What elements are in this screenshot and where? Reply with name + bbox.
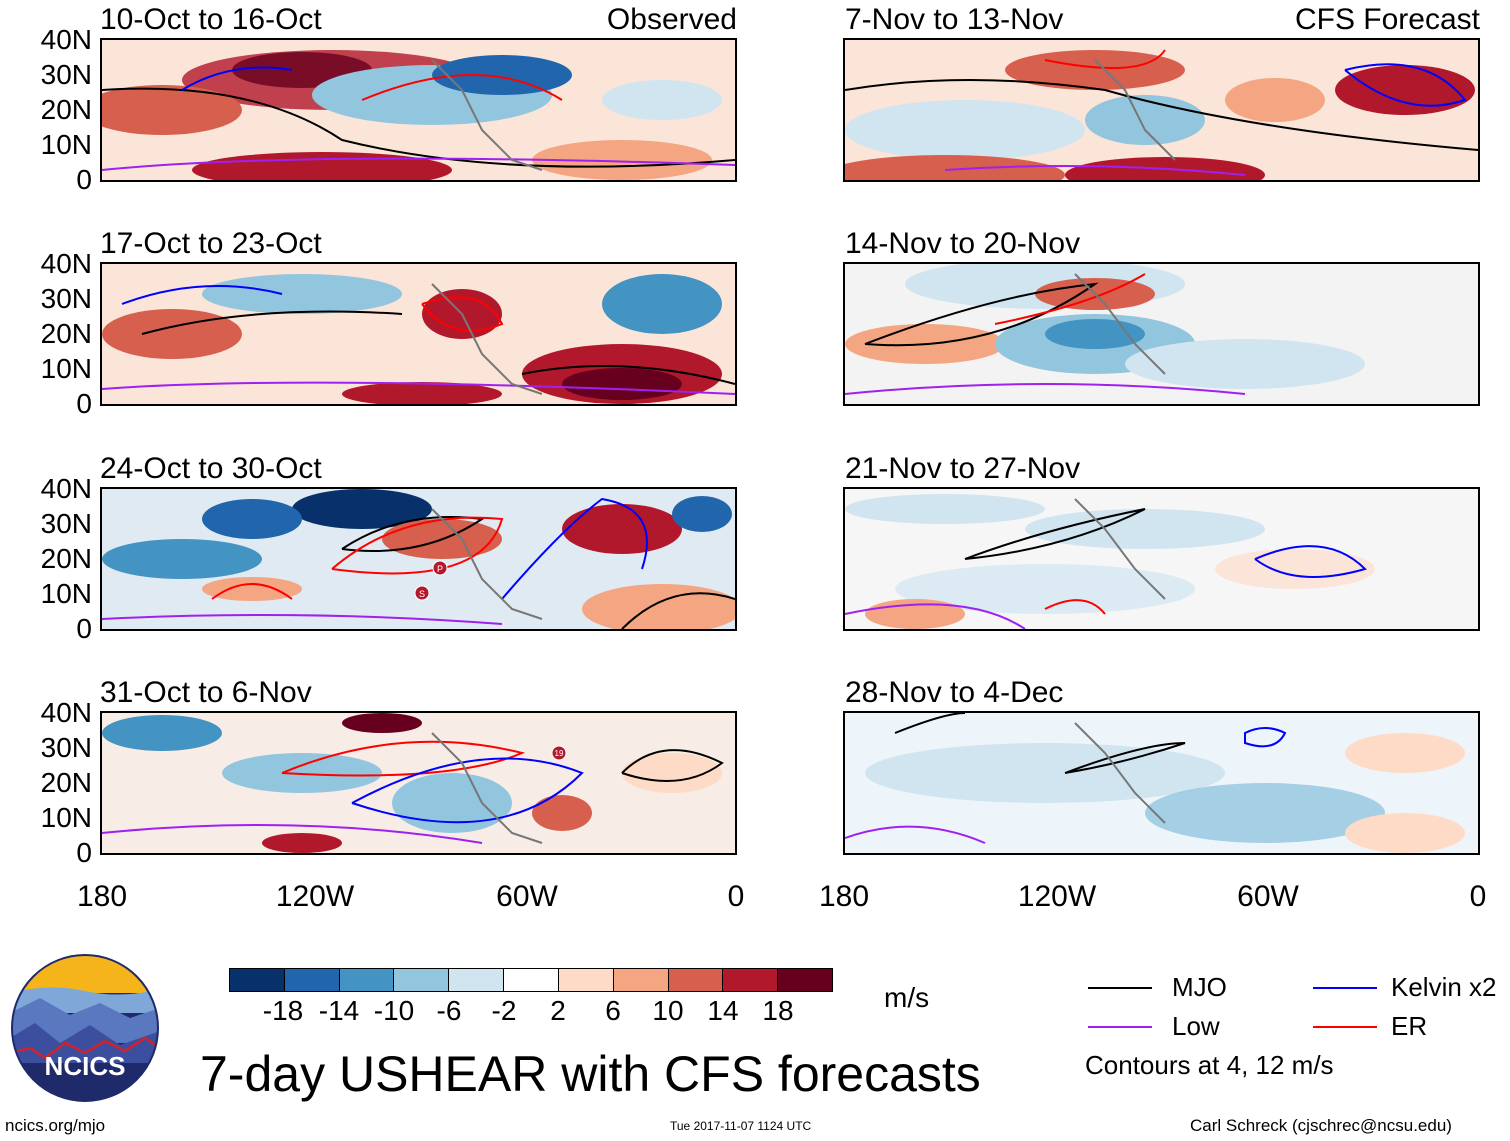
lat-label: 30N — [40, 59, 92, 90]
legend-swatch — [1313, 987, 1377, 989]
lat-label: 20N — [40, 318, 92, 349]
colorbar-label: 2 — [550, 995, 566, 1026]
lon-label: 180 — [76, 880, 128, 913]
panel-title: 31-Oct to 6-Nov — [100, 676, 312, 709]
colorbar-box — [668, 969, 724, 991]
lat-label: 0 — [76, 837, 92, 868]
footer-url: ncics.org/mjo — [5, 1116, 106, 1135]
panel-title: 7-Nov to 13-Nov — [845, 3, 1064, 36]
lat-label: 30N — [40, 732, 92, 763]
colorbar-units: m/s — [884, 982, 930, 1013]
map-panel — [100, 38, 737, 182]
legend-label: ER — [1391, 1011, 1428, 1041]
lat-label: 40N — [40, 24, 92, 55]
panel-label: CFS Forecast — [1294, 3, 1480, 36]
lon-label: 120W — [275, 880, 355, 913]
lon-label: 180 — [818, 880, 870, 913]
lon-label: 60W — [496, 880, 558, 913]
colorbar-label: -10 — [373, 995, 415, 1026]
lat-label: 40N — [40, 697, 92, 728]
colorbar-box — [778, 969, 832, 991]
colorbar-box — [284, 969, 340, 991]
footer-author: Carl Schreck (cjschrec@ncsu.edu) — [1190, 1116, 1452, 1135]
panel-title: 28-Nov to 4-Dec — [845, 676, 1064, 709]
map-panel — [843, 262, 1480, 406]
panel-title: 10-Oct to 16-Oct — [100, 3, 322, 36]
colorbar-label: 6 — [605, 995, 621, 1026]
colorbar-box — [449, 969, 505, 991]
colorbar-box — [230, 969, 285, 991]
map-panel — [843, 487, 1480, 631]
legend-label: Low — [1172, 1011, 1220, 1041]
logo-text: NCICS — [45, 1051, 126, 1081]
colorbar-box — [339, 969, 395, 991]
map-panel: P S — [100, 487, 737, 631]
main-title: 7-day USHEAR with CFS forecasts — [200, 1046, 981, 1102]
panel-title: 21-Nov to 27-Nov — [845, 452, 1081, 485]
lat-label: 10N — [40, 129, 92, 160]
colorbar-box — [394, 969, 450, 991]
lon-label: 120W — [1017, 880, 1097, 913]
storm-marker-p: P — [437, 564, 443, 574]
lat-label: 10N — [40, 802, 92, 833]
lon-label: 0 — [727, 880, 745, 913]
legend-swatch — [1313, 1026, 1377, 1028]
colorbar-label: -2 — [491, 995, 517, 1026]
map-panel: 19 — [100, 711, 737, 855]
colorbar-box — [558, 969, 614, 991]
lat-label: 30N — [40, 283, 92, 314]
lat-label: 20N — [40, 767, 92, 798]
panel-title: 14-Nov to 20-Nov — [845, 227, 1081, 260]
lat-label: 40N — [40, 473, 92, 504]
lat-label: 0 — [76, 388, 92, 419]
colorbar-label: -6 — [436, 995, 462, 1026]
colorbar-box — [504, 969, 559, 991]
lon-label: 0 — [1469, 880, 1487, 913]
map-panel — [843, 38, 1480, 182]
colorbar-label: -18 — [262, 995, 304, 1026]
panel-label: Observed — [606, 3, 737, 36]
panel-title: 24-Oct to 30-Oct — [100, 452, 322, 485]
legend-label: Kelvin x2 — [1391, 972, 1497, 1002]
lon-label: 60W — [1237, 880, 1299, 913]
lat-label: 10N — [40, 578, 92, 609]
storm-marker-s: S — [419, 589, 425, 599]
lat-label: 20N — [40, 543, 92, 574]
footer-timestamp: Tue 2017-11-07 1124 UTC — [670, 1119, 812, 1133]
storm-marker-19: 19 — [555, 749, 564, 758]
colorbar-box — [723, 969, 779, 991]
lat-label: 30N — [40, 508, 92, 539]
colorbar-box — [613, 969, 669, 991]
lat-label: 20N — [40, 94, 92, 125]
panel-title: 17-Oct to 23-Oct — [100, 227, 322, 260]
colorbar-label: -14 — [318, 995, 360, 1026]
lat-label: 10N — [40, 353, 92, 384]
lat-label: 0 — [76, 613, 92, 644]
legend-label: MJO — [1172, 972, 1227, 1002]
legend-swatch — [1088, 987, 1152, 989]
legend-note: Contours at 4, 12 m/s — [1085, 1050, 1334, 1080]
legend-swatch — [1088, 1026, 1152, 1028]
ncics-logo: NCICS — [10, 953, 160, 1103]
colorbar-label: 14 — [707, 995, 739, 1026]
lat-label: 40N — [40, 248, 92, 279]
map-panel — [843, 711, 1480, 855]
lat-label: 0 — [76, 164, 92, 195]
colorbar-label: 18 — [762, 995, 794, 1026]
colorbar-label: 10 — [652, 995, 684, 1026]
map-panel — [100, 262, 737, 406]
